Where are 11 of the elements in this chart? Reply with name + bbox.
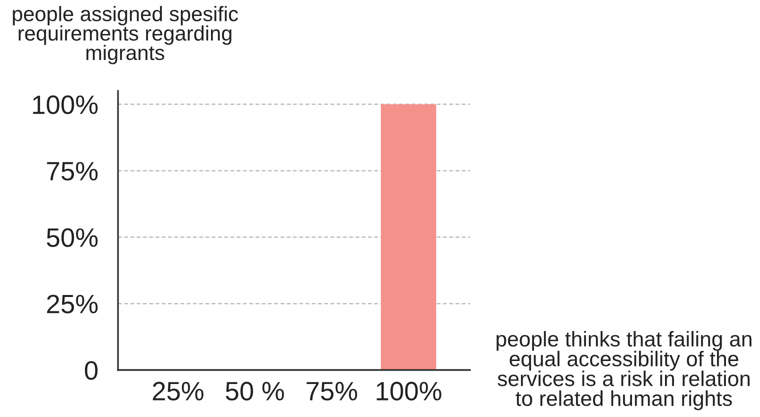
y-tick-label: 25% — [47, 294, 98, 314]
y-tick-label: 0 — [84, 361, 98, 380]
y-axis-title: people assigned spesific requirements regarding migrants — [12, 6, 238, 64]
y-tick-label: 50% — [46, 228, 98, 247]
x-tick-label: 50 % — [226, 382, 284, 400]
x-tick-label: 100% — [376, 382, 442, 400]
x-tick-label: 25% — [152, 382, 204, 400]
x-tick-label: 75% — [306, 382, 358, 400]
x-axis-title: people thinks that failing an equal accessibility of the services is a risk in relation to related human rights — [496, 331, 752, 410]
y-tick-label: 100% — [33, 95, 98, 114]
y-tick-label: 75% — [47, 162, 98, 181]
